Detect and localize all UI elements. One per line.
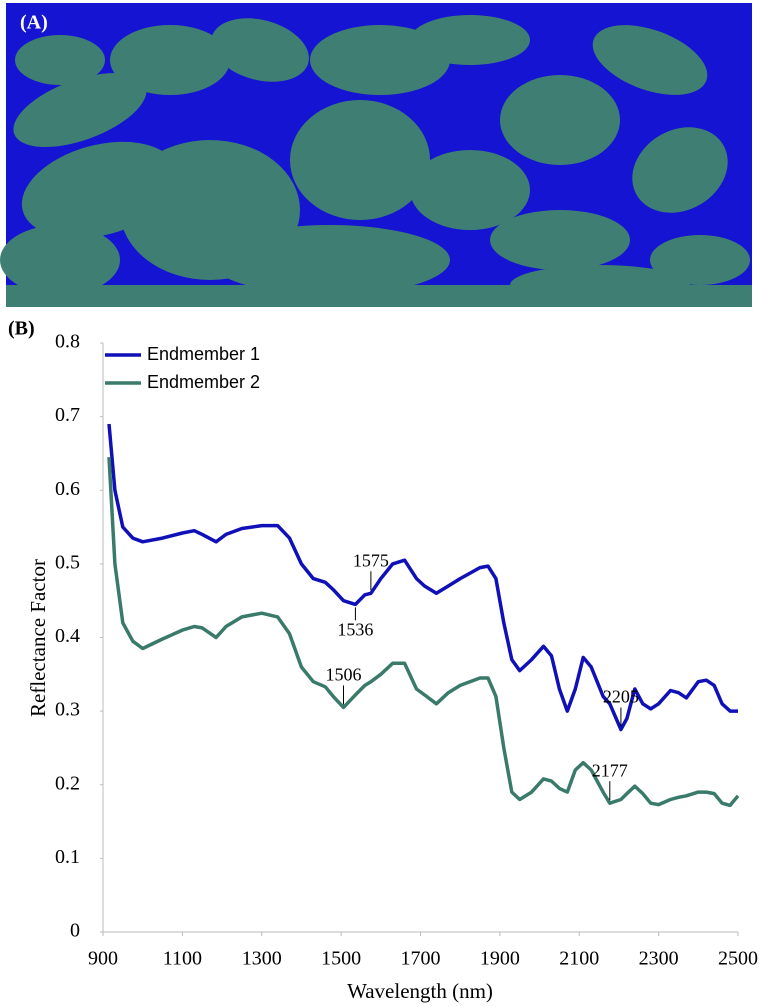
y-tick-label: 0.2: [55, 772, 80, 794]
annotation-label: 1575: [353, 550, 389, 570]
annotation-label: 2205: [603, 687, 639, 707]
x-tick-label: 1700: [401, 948, 441, 970]
x-tick-label: 1300: [242, 948, 282, 970]
x-tick-label: 2300: [639, 948, 679, 970]
annotation-label: 1536: [337, 619, 373, 639]
y-tick-label: 0.8: [55, 331, 80, 353]
y-tick-label: 0.6: [55, 478, 80, 500]
x-tick-label: 2500: [718, 948, 758, 970]
y-tick-label: 0: [70, 920, 80, 942]
y-tick-label: 0.7: [55, 404, 80, 426]
x-tick-label: 900: [88, 948, 118, 970]
x-tick-label: 1900: [480, 948, 520, 970]
y-axis-title: Reflectance Factor: [26, 559, 50, 717]
y-tick-label: 0.4: [55, 625, 80, 647]
y-tick-label: 0.1: [55, 846, 80, 868]
series-line: [107, 457, 740, 808]
x-tick-label: 2100: [559, 948, 599, 970]
x-tick-label: 1500: [321, 948, 361, 970]
x-tick-label: 1100: [163, 948, 202, 970]
annotation-label: 1506: [326, 665, 362, 685]
legend-label: Endmember 1: [147, 344, 260, 364]
y-tick-label: 0.5: [55, 551, 80, 573]
annotation-label: 2177: [592, 760, 628, 780]
panel-label: (A): [20, 12, 48, 34]
series-line: [107, 423, 738, 732]
y-tick-label: 0.3: [55, 699, 80, 721]
legend-label: Endmember 2: [147, 372, 260, 392]
classification-map: [0, 3, 752, 307]
leaf-shapes: [0, 15, 752, 307]
panel-label: (B): [8, 318, 35, 340]
x-axis-title: Wavelength (nm): [347, 979, 493, 1003]
